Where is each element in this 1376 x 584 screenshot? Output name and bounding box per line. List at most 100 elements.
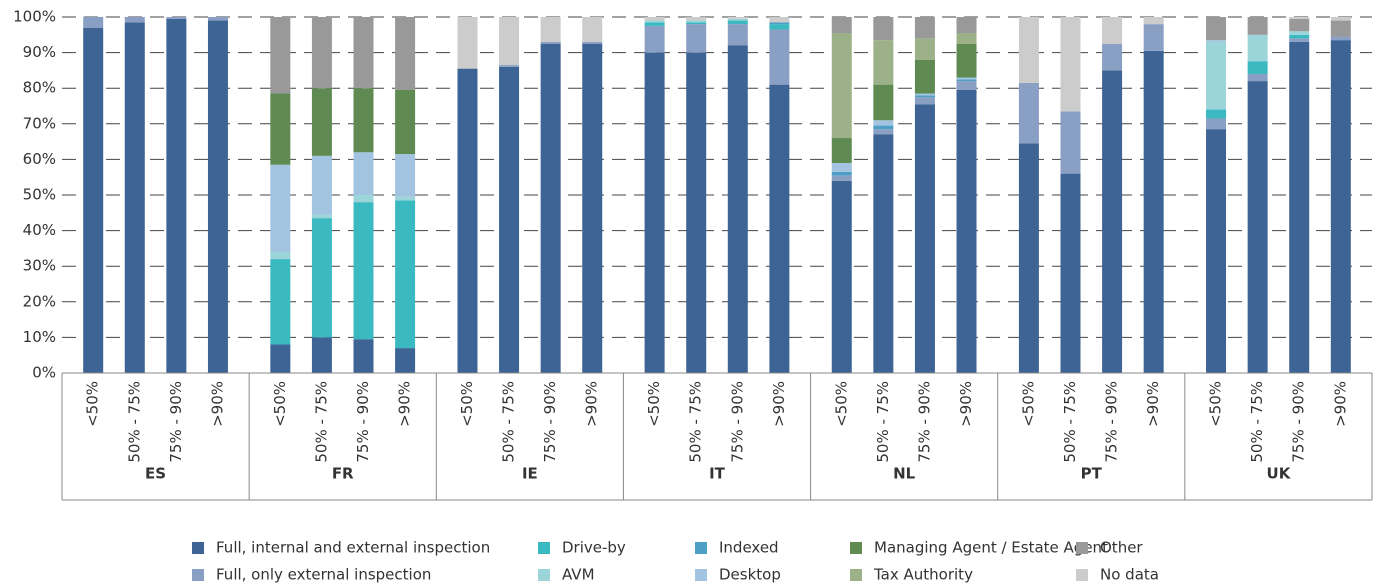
- bar-segment: [1018, 143, 1039, 373]
- bar-segment: [83, 17, 104, 28]
- legend-swatch: [695, 569, 707, 581]
- bar-segment: [1330, 36, 1351, 41]
- x-tick-label: 75% - 90%: [354, 381, 372, 463]
- bar-segment: [644, 17, 665, 21]
- bar-segment: [873, 84, 894, 121]
- x-tick-label: <50%: [271, 381, 289, 427]
- bar-segment: [956, 33, 977, 44]
- bar-segment: [914, 95, 935, 98]
- bar-segment: [124, 17, 145, 23]
- x-tick-label: 75% - 90%: [541, 381, 559, 463]
- bar-segment: [686, 52, 707, 373]
- bar-segment: [270, 164, 291, 252]
- bar-segment: [914, 97, 935, 105]
- bar-segment: [1289, 17, 1310, 19]
- bar-segment: [83, 27, 104, 374]
- x-tick-label: >90%: [770, 381, 788, 427]
- bar-segment: [686, 17, 707, 21]
- bar-segment: [1102, 17, 1123, 44]
- bar-segment: [353, 339, 374, 373]
- legend-swatch: [850, 542, 862, 554]
- bar-segment: [270, 251, 291, 260]
- bar-segment: [540, 41, 561, 44]
- bar-segment: [644, 52, 665, 373]
- bar-segment: [1206, 40, 1227, 42]
- bar-segment: [956, 79, 977, 82]
- bar-segment: [727, 17, 748, 19]
- x-tick-label: >90%: [583, 381, 601, 427]
- bar-segment: [166, 18, 187, 374]
- legend-swatch: [1076, 569, 1088, 581]
- group-label: IT: [709, 465, 726, 483]
- bar-segment: [499, 17, 520, 66]
- bar-segment: [124, 22, 145, 374]
- bar-segment: [1206, 118, 1227, 130]
- bar-segment: [956, 81, 977, 90]
- bar-segment: [353, 152, 374, 195]
- x-tick-label: 75% - 90%: [728, 381, 746, 463]
- bar-segment: [311, 155, 332, 215]
- group-label: PT: [1081, 465, 1103, 483]
- y-tick-label: 10%: [23, 328, 56, 346]
- y-tick-label: 60%: [23, 150, 56, 168]
- x-tick-label: <50%: [458, 381, 476, 427]
- x-tick-label: <50%: [645, 381, 663, 427]
- bar-segment: [1018, 82, 1039, 144]
- legend-label: AVM: [562, 566, 595, 584]
- legend-swatch: [538, 569, 550, 581]
- bar-segment: [1102, 70, 1123, 374]
- bar-segment: [769, 22, 790, 25]
- bar-segment: [1289, 18, 1310, 32]
- bar-segment: [1247, 17, 1268, 35]
- bar-segment: [395, 89, 416, 155]
- bar-segment: [1206, 17, 1227, 41]
- bar-segment: [1330, 40, 1351, 373]
- bar-segment: [395, 348, 416, 373]
- group-label: NL: [893, 465, 916, 483]
- bar-segment: [873, 120, 894, 126]
- y-tick-label: 0%: [32, 364, 56, 382]
- bar-segment: [727, 20, 748, 25]
- bar-segment: [353, 195, 374, 203]
- bar-segment: [395, 154, 416, 197]
- x-tick-label: 50% - 75%: [1248, 381, 1266, 463]
- bar-segment: [1289, 31, 1310, 35]
- bar-segment: [873, 125, 894, 130]
- x-tick-label: <50%: [84, 381, 102, 427]
- bar-segment: [1018, 17, 1039, 83]
- bar-segment: [1247, 81, 1268, 373]
- bar-segment: [540, 43, 561, 373]
- bar-segment: [1143, 17, 1164, 25]
- x-tick-label: <50%: [832, 381, 850, 427]
- y-tick-label: 50%: [23, 186, 56, 204]
- bar-segment: [395, 200, 416, 349]
- bar-segment: [769, 17, 790, 23]
- bar-segment: [457, 68, 478, 374]
- bar-segment: [395, 196, 416, 201]
- x-tick-label: 75% - 90%: [915, 381, 933, 463]
- y-tick-label: 30%: [23, 257, 56, 275]
- bar-segment: [956, 77, 977, 80]
- bar-segment: [311, 218, 332, 338]
- bar-segment: [311, 88, 332, 156]
- bar-segment: [270, 93, 291, 165]
- bar-segment: [686, 20, 707, 23]
- bar-segment: [914, 93, 935, 96]
- bar-segment: [353, 202, 374, 340]
- bar-segment: [769, 84, 790, 373]
- bar-segment: [1247, 34, 1268, 62]
- bar-segment: [1206, 109, 1227, 119]
- bar-segment: [1206, 41, 1227, 110]
- bar-segment: [956, 43, 977, 78]
- bar-segment: [499, 65, 520, 67]
- bar-segment: [1143, 50, 1164, 373]
- bar-segment: [831, 17, 852, 34]
- legend-swatch: [850, 569, 862, 581]
- bar-segment: [914, 38, 935, 60]
- bar-segment: [831, 162, 852, 172]
- bar-segment: [873, 40, 894, 85]
- bar-segment: [914, 59, 935, 94]
- x-tick-label: >90%: [957, 381, 975, 427]
- bar-segment: [270, 259, 291, 345]
- bar-segment: [831, 180, 852, 373]
